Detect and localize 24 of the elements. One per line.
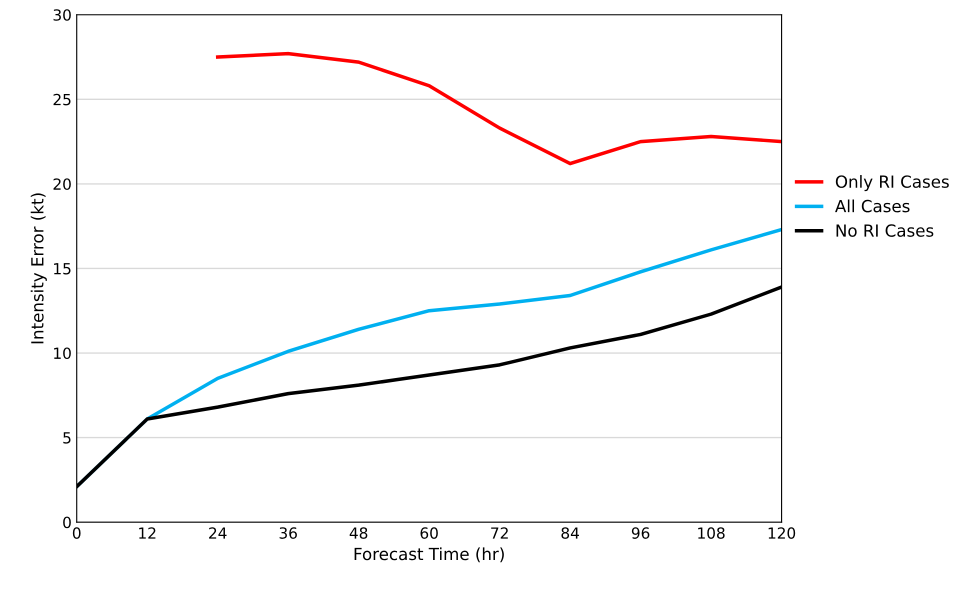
y-tick-label: 30 (54, 9, 71, 21)
x-axis-title: Forecast Time (hr) (354, 547, 504, 562)
x-tick-label: 96 (632, 527, 650, 539)
legend-label: No RI Cases (836, 224, 934, 237)
x-tick-label: 120 (768, 527, 796, 539)
legend-label: All Cases (835, 199, 910, 212)
y-axis-title: Intensity Error (kt) (30, 193, 47, 344)
line-series (216, 52, 782, 166)
y-tick-label: 10 (54, 347, 71, 360)
x-tick-label: 84 (561, 527, 579, 539)
y-tick-label: 5 (63, 432, 71, 444)
x-tick-label: 60 (420, 527, 438, 539)
y-tick-label: 25 (54, 94, 71, 106)
x-tick-label: 48 (350, 527, 368, 539)
y-tick-label: 0 (63, 516, 71, 528)
y-tick-label: 20 (54, 178, 71, 190)
x-tick-label: 36 (280, 527, 297, 539)
x-tick-label: 12 (139, 527, 156, 539)
x-tick-label: 72 (491, 527, 508, 539)
legend-label: Only RI Cases (836, 175, 949, 192)
x-tick-label: 108 (698, 527, 725, 539)
y-tick-label: 15 (54, 263, 71, 274)
x-tick-label: 24 (209, 527, 227, 539)
x-tick-label: 0 (72, 527, 81, 539)
